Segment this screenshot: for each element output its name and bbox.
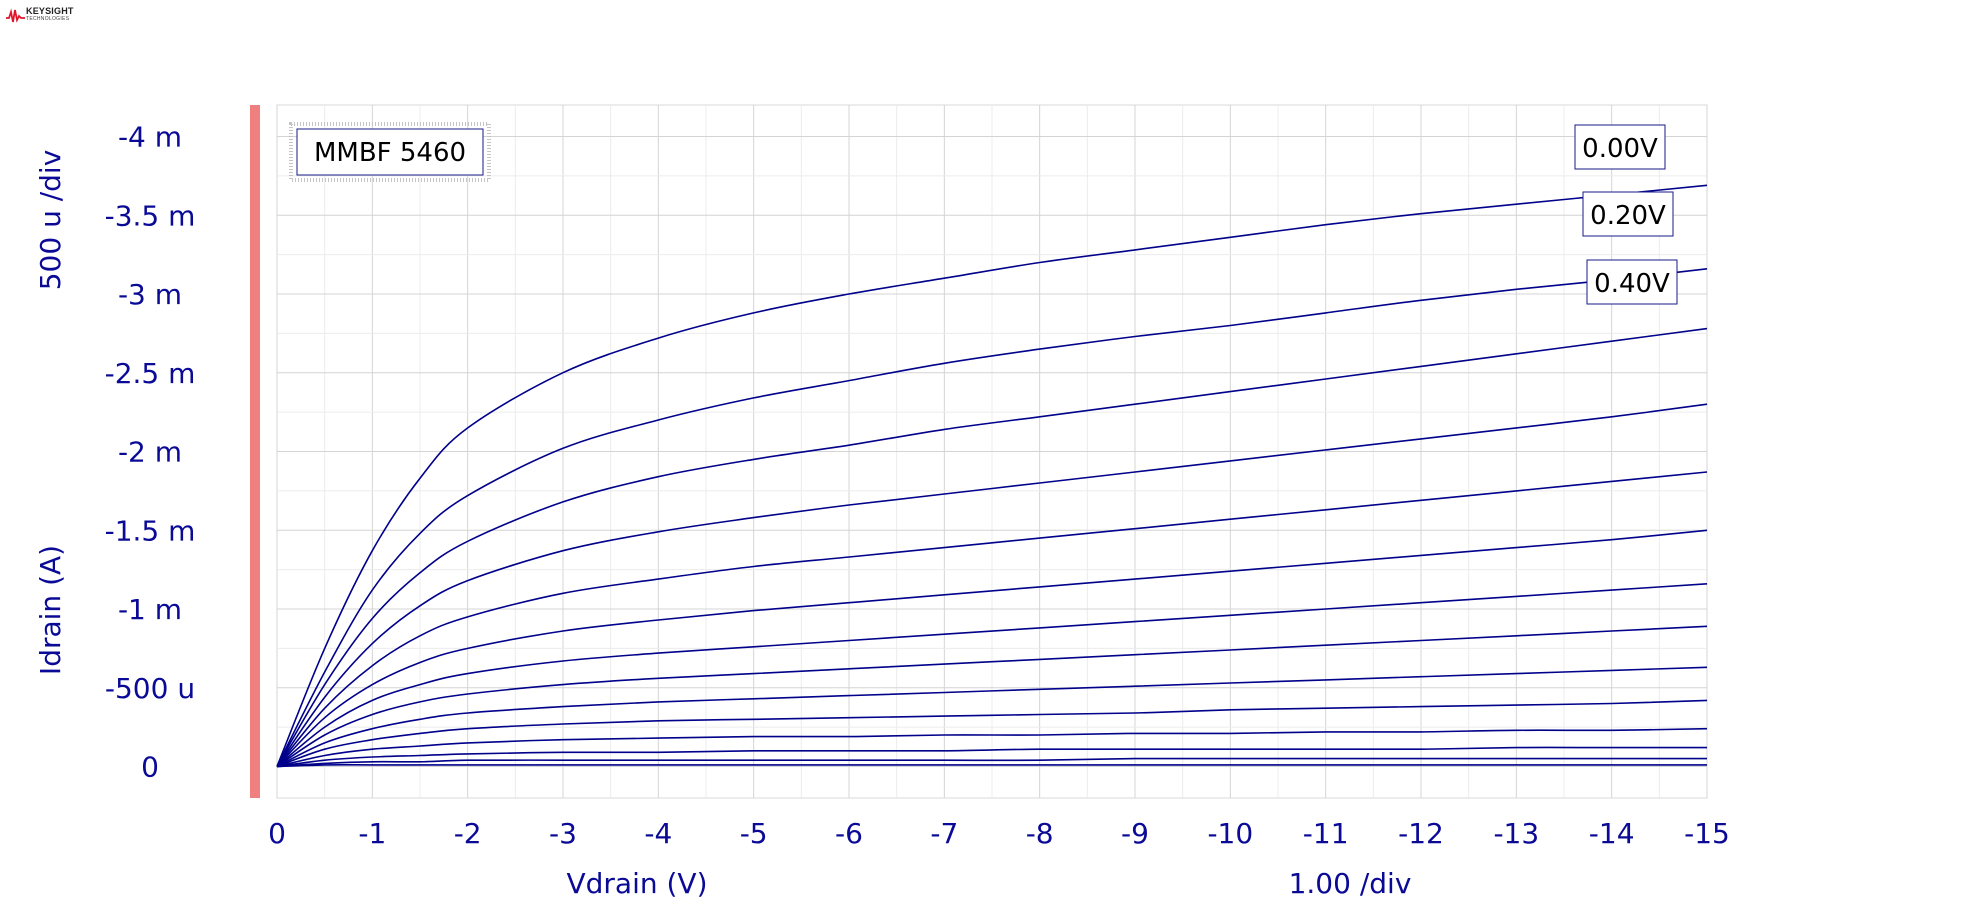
x-tick-label: -6 xyxy=(835,817,863,850)
series-label: 0.20V xyxy=(1582,191,1674,237)
iv-curve xyxy=(276,699,1708,768)
iv-curve xyxy=(276,666,1708,768)
x-tick-label: -11 xyxy=(1303,817,1349,850)
iv-curve xyxy=(276,757,1707,768)
iv-curve xyxy=(276,268,1708,767)
series-label-text: 0.40V xyxy=(1594,269,1670,299)
y-tick-label: -500 u xyxy=(105,672,195,705)
x-tick-label: -10 xyxy=(1207,817,1253,850)
iv-curve xyxy=(276,727,1708,768)
keysight-wave-icon xyxy=(6,8,25,23)
x-tick-label: 0 xyxy=(268,817,286,850)
iv-curve xyxy=(276,403,1708,767)
iv-curve xyxy=(276,625,1708,768)
x-tick-label: -9 xyxy=(1121,817,1149,850)
x-tick-label: -1 xyxy=(358,817,386,850)
y-axis-marker-bar xyxy=(250,105,260,798)
x-tick-label: -3 xyxy=(549,817,577,850)
iv-curve xyxy=(276,583,1708,768)
x-tick-label: -14 xyxy=(1589,817,1635,850)
x-tick-label: -5 xyxy=(740,817,768,850)
x-tick-label: -15 xyxy=(1684,817,1730,850)
device-annotation: MMBF 5460 xyxy=(289,122,491,182)
iv-curve xyxy=(276,471,1708,768)
series-labels: 0.00V 0.20V 0.40V xyxy=(1574,124,1678,305)
x-tick-label: -7 xyxy=(930,817,958,850)
x-scale-label: 1.00 /div xyxy=(1289,867,1412,900)
x-tick-label: -4 xyxy=(644,817,672,850)
iv-curve xyxy=(276,327,1708,767)
iv-curve xyxy=(276,184,1708,767)
x-tick-label: -8 xyxy=(1026,817,1054,850)
y-tick-labels: 0 -500 u -1 m -1.5 m -2 m -2.5 m -3 m -3.5 m -4 … xyxy=(105,121,196,784)
series-label-text: 0.20V xyxy=(1590,201,1666,231)
logo-brand-text: KEYSIGHT xyxy=(26,6,74,16)
x-tick-label: -2 xyxy=(454,817,482,850)
series-label: 0.00V xyxy=(1574,124,1666,170)
series-label-box xyxy=(1574,124,1666,170)
device-annotation-text: MMBF 5460 xyxy=(314,138,466,168)
y-tick-label: -2 m xyxy=(118,436,182,469)
y-axis-title: Idrain (A) xyxy=(34,545,67,675)
keysight-logo: KEYSIGHT TECHNOLOGIES xyxy=(6,6,90,28)
x-tick-labels: 0 -1 -2 -3 -4 -5 -6 -7 -8 -9 -10 -11 -12 -13 -14 -15 xyxy=(268,817,1730,850)
logo-sub-text: TECHNOLOGIES xyxy=(26,16,70,22)
y-scale-label: 500 u /div xyxy=(34,150,67,291)
y-tick-label: -3 m xyxy=(118,278,182,311)
grid xyxy=(276,105,1708,798)
y-tick-label: -1 m xyxy=(118,593,182,626)
series-label-box xyxy=(1582,191,1674,237)
series-label: 0.40V xyxy=(1586,259,1678,305)
iv-curve xyxy=(276,764,1707,768)
y-tick-label: -1.5 m xyxy=(105,514,196,547)
y-tick-label: -2.5 m xyxy=(105,357,196,390)
x-tick-label: -13 xyxy=(1493,817,1539,850)
series-label-text: 0.00V xyxy=(1582,134,1658,164)
iv-curve xyxy=(276,529,1708,768)
x-tick-label: -12 xyxy=(1398,817,1444,850)
y-tick-label: 0 xyxy=(141,751,159,784)
series-layer xyxy=(276,184,1708,768)
y-tick-label: -3.5 m xyxy=(105,199,196,232)
y-tick-label: -4 m xyxy=(118,121,182,154)
series-label-box xyxy=(1586,259,1678,305)
x-axis-title: Vdrain (V) xyxy=(566,867,707,900)
iv-curve xyxy=(276,746,1707,768)
